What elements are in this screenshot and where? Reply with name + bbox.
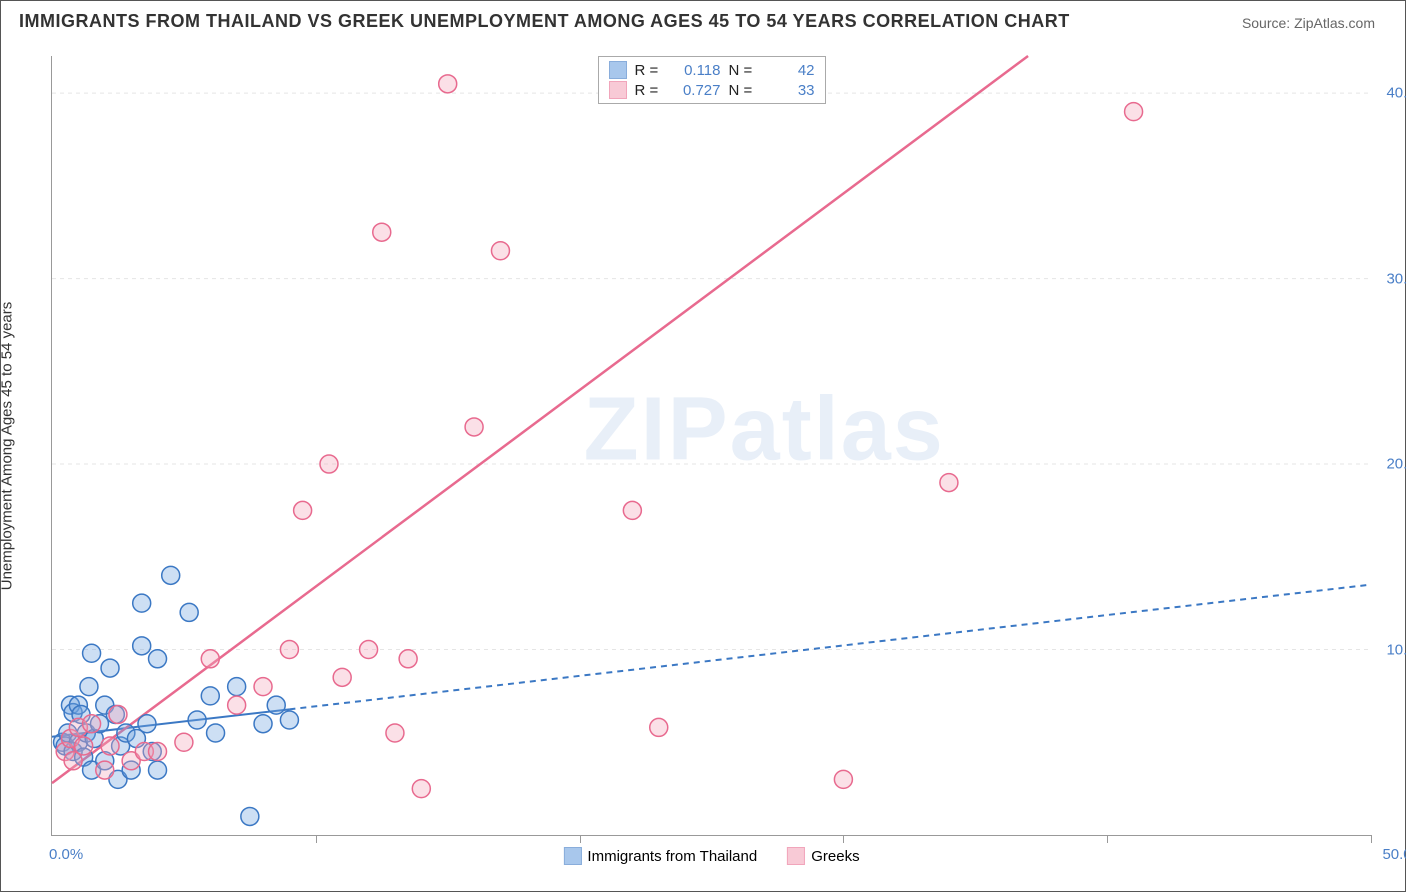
legend-swatch-2 — [609, 81, 627, 99]
legend-label-1: Immigrants from Thailand — [587, 848, 757, 865]
plot-svg — [52, 56, 1371, 835]
y-tick-label: 30.0% — [1386, 270, 1406, 287]
x-tick — [843, 835, 844, 843]
y-tick-label: 10.0% — [1386, 641, 1406, 658]
r-label: R = — [635, 82, 663, 99]
chart-title: IMMIGRANTS FROM THAILAND VS GREEK UNEMPL… — [19, 11, 1070, 32]
r-value-2: 0.727 — [671, 82, 721, 99]
source-label: Source: ZipAtlas.com — [1242, 15, 1375, 31]
legend-item-1: Immigrants from Thailand — [563, 847, 757, 865]
legend-row-series-2: R = 0.727 N = 33 — [609, 80, 815, 100]
legend-label-2: Greeks — [811, 848, 859, 865]
legend-row-series-1: R = 0.118 N = 42 — [609, 60, 815, 80]
x-tick — [316, 835, 317, 843]
plot-area: ZIPatlas R = 0.118 N = 42 R = 0.727 N = … — [51, 56, 1371, 836]
y-tick-label: 20.0% — [1386, 456, 1406, 473]
n-label: N = — [729, 82, 757, 99]
legend-color-1 — [563, 847, 581, 865]
series-legend: Immigrants from Thailand Greeks — [563, 847, 859, 865]
legend-item-2: Greeks — [787, 847, 859, 865]
x-tick-0: 0.0% — [49, 846, 83, 863]
x-tick — [1371, 835, 1372, 843]
correlation-legend: R = 0.118 N = 42 R = 0.727 N = 33 — [598, 56, 826, 104]
y-axis-label: Unemployment Among Ages 45 to 54 years — [0, 302, 16, 591]
n-value-2: 33 — [765, 82, 815, 99]
legend-color-2 — [787, 847, 805, 865]
x-tick — [580, 835, 581, 843]
n-label: N = — [729, 62, 757, 79]
r-label: R = — [635, 62, 663, 79]
x-tick — [1107, 835, 1108, 843]
legend-swatch-1 — [609, 61, 627, 79]
r-value-1: 0.118 — [671, 62, 721, 79]
n-value-1: 42 — [765, 62, 815, 79]
y-tick-label: 40.0% — [1386, 85, 1406, 102]
x-tick-max: 50.0% — [1382, 846, 1406, 863]
chart-container: IMMIGRANTS FROM THAILAND VS GREEK UNEMPL… — [0, 0, 1406, 892]
